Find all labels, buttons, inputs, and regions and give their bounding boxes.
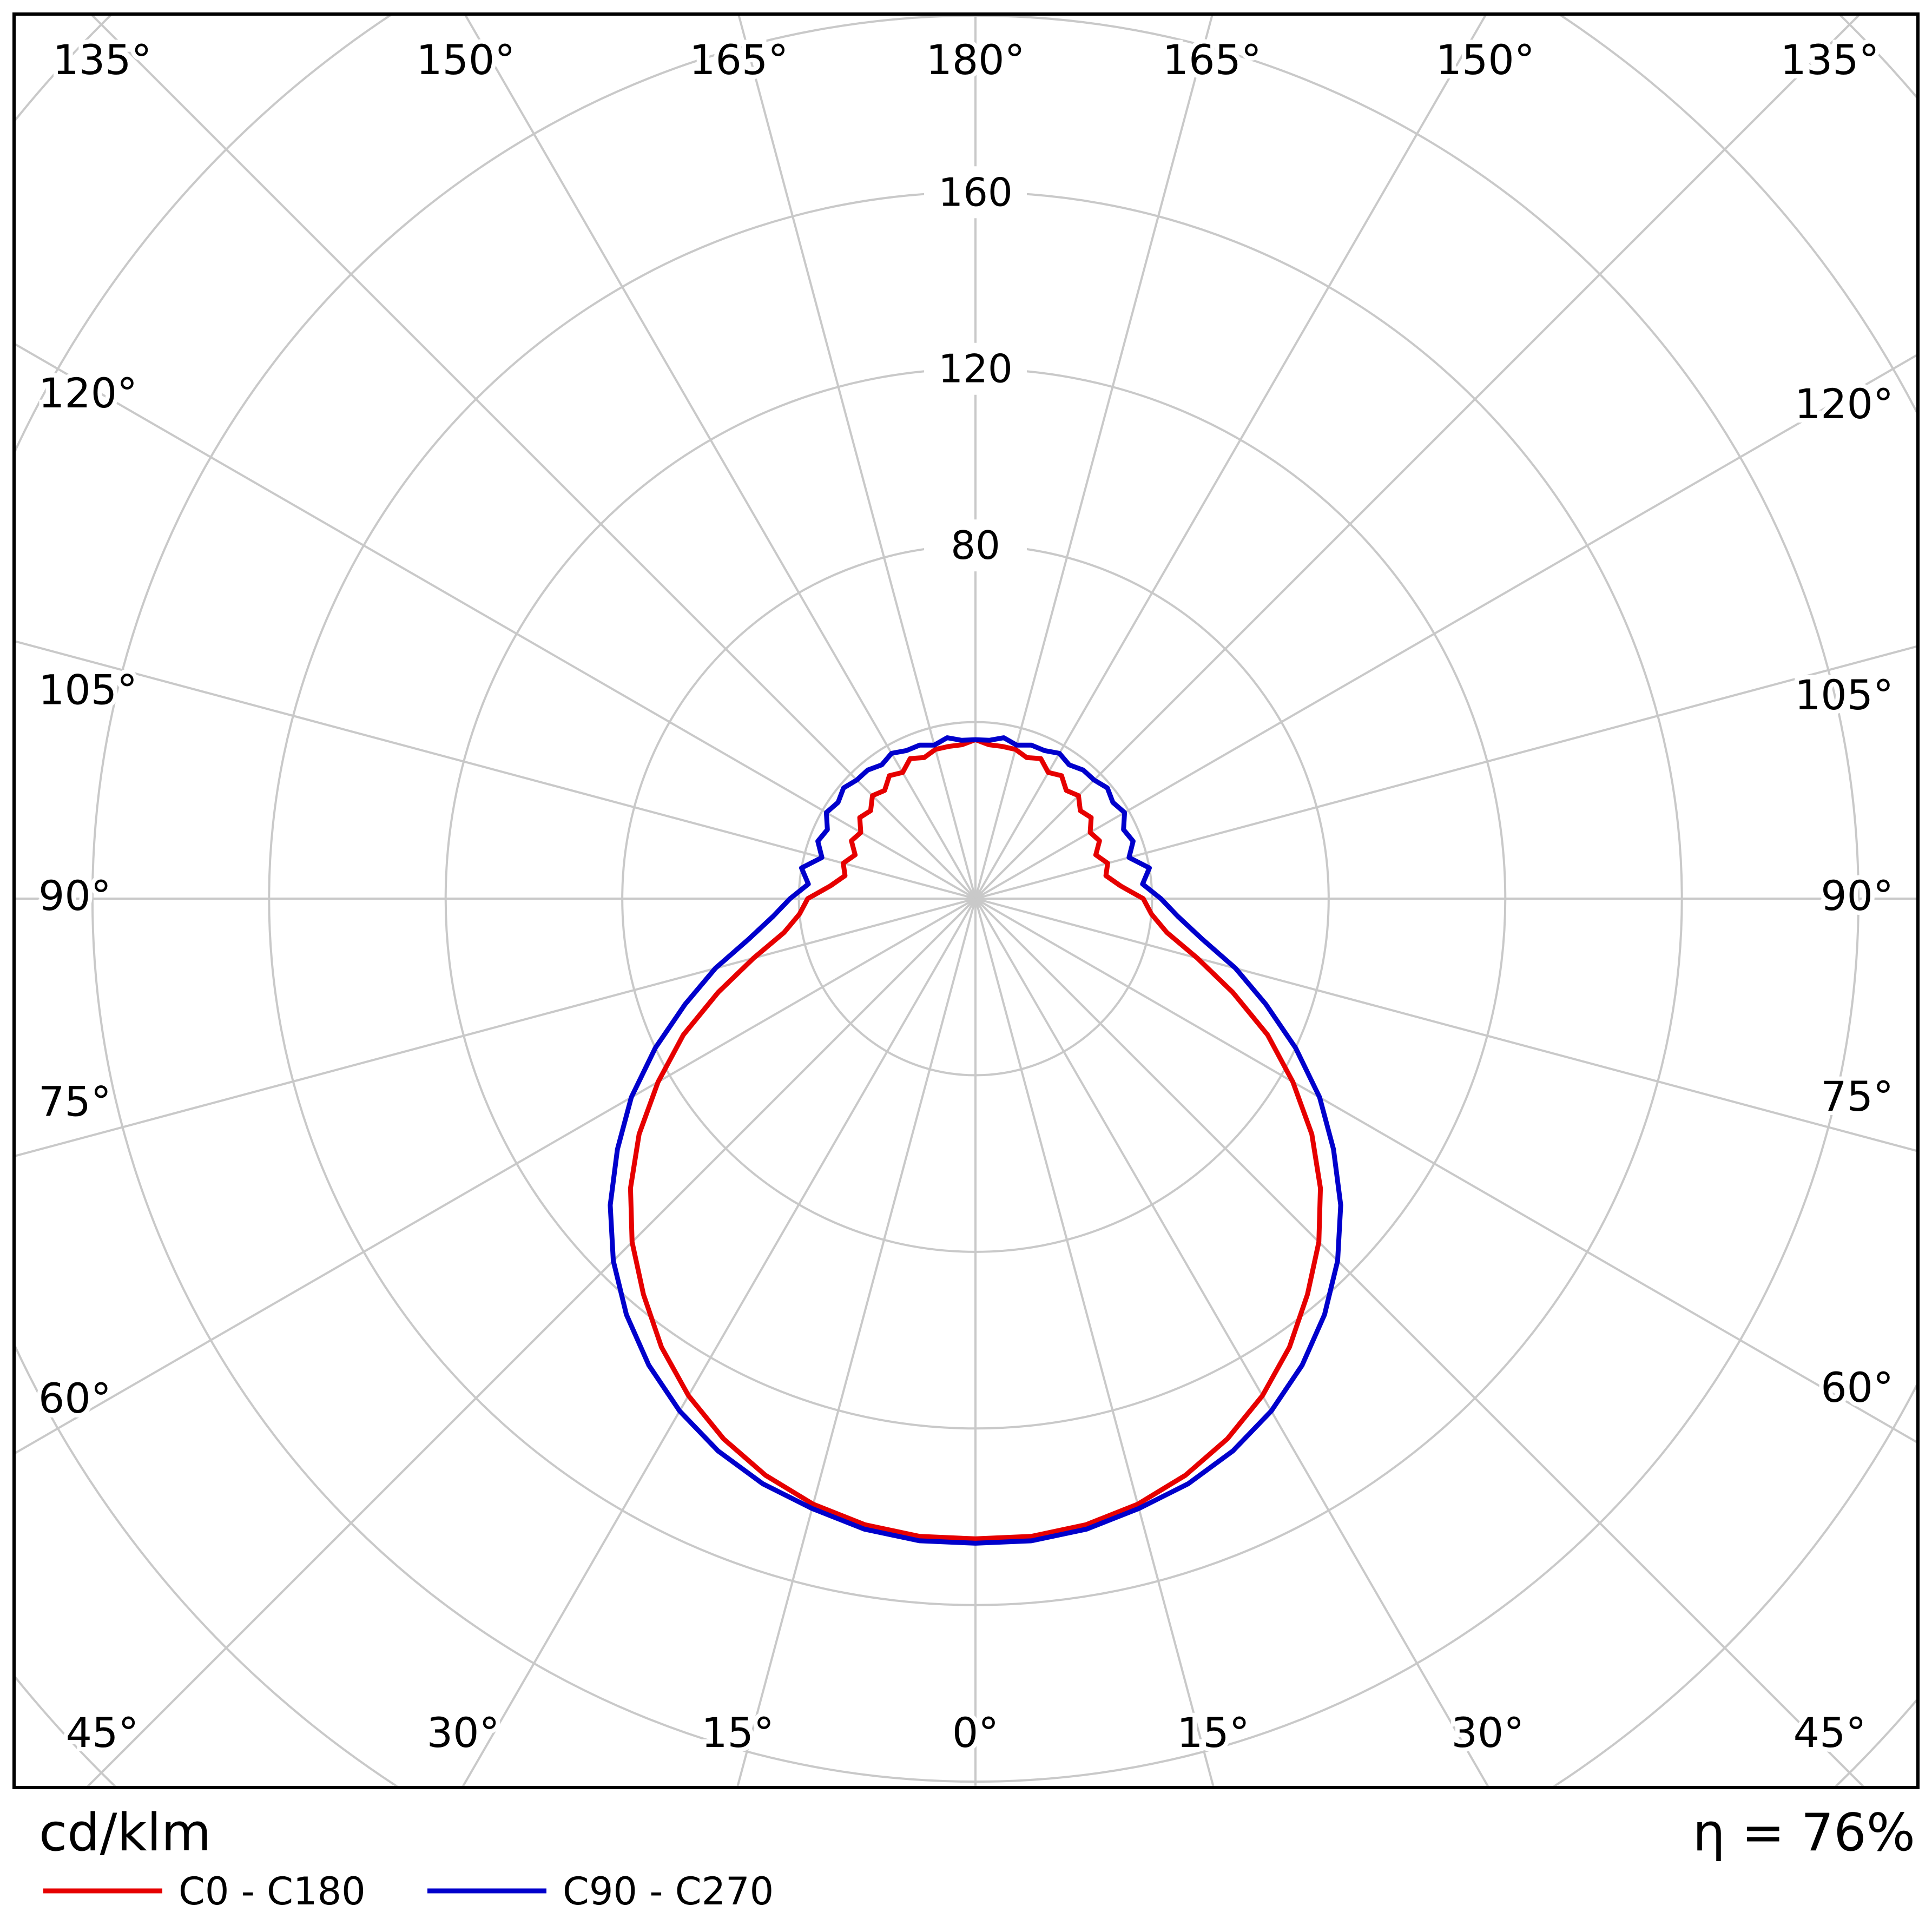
angle-label: 45° bbox=[1793, 1709, 1867, 1757]
efficiency-label: η = 76% bbox=[1693, 1803, 1915, 1863]
grid-spoke bbox=[974, 16, 1487, 899]
ring-tick-labels: 80 120 160 bbox=[924, 166, 1027, 572]
angle-label: 0° bbox=[952, 1709, 999, 1757]
grid-spoke bbox=[974, 16, 1214, 899]
plot-frame bbox=[12, 12, 1920, 1789]
grid-spoke bbox=[461, 898, 977, 1786]
angle-label: 15° bbox=[701, 1709, 774, 1757]
angle-label: 75° bbox=[1821, 1072, 1894, 1120]
angle-label: 90° bbox=[1821, 872, 1894, 920]
grid-spoke bbox=[974, 898, 1489, 1786]
angle-label: 90° bbox=[38, 872, 111, 920]
angle-label: 120° bbox=[38, 369, 137, 417]
grid-spoke bbox=[16, 898, 976, 1157]
ring-tick-label: 160 bbox=[938, 169, 1012, 215]
ring-tick-bg bbox=[924, 342, 1027, 395]
angle-label: 120° bbox=[1795, 380, 1894, 428]
grid-spoke bbox=[736, 898, 977, 1786]
angle-label: 105° bbox=[1795, 671, 1894, 719]
angle-label: 105° bbox=[38, 666, 137, 714]
ring-tick-label: 80 bbox=[951, 523, 1000, 568]
angle-label: 150° bbox=[1436, 36, 1535, 84]
curve-c0-c180 bbox=[628, 737, 1323, 1541]
ring-tick-bg bbox=[924, 519, 1027, 572]
angle-label: 60° bbox=[38, 1374, 111, 1422]
grid-spoke bbox=[737, 16, 977, 899]
angle-label: 135° bbox=[1780, 36, 1879, 84]
angle-label: 30° bbox=[1451, 1709, 1524, 1757]
grid-spoke bbox=[974, 898, 1916, 1443]
grid-spoke bbox=[16, 343, 977, 900]
ring-tick-label: 120 bbox=[938, 346, 1012, 392]
grid-spoke bbox=[464, 16, 977, 899]
grid-spoke bbox=[974, 354, 1916, 900]
grid-spoke bbox=[91, 16, 977, 900]
grid-spoke bbox=[974, 898, 1864, 1786]
grid-spoke bbox=[87, 898, 977, 1786]
curve-c90-c270 bbox=[608, 735, 1343, 1546]
angle-label: 60° bbox=[1821, 1363, 1894, 1412]
legend-label-c90: C90 - C270 bbox=[563, 1869, 774, 1914]
ring-tick-bg bbox=[924, 166, 1027, 219]
angle-label: 180° bbox=[926, 36, 1025, 84]
angle-label: 15° bbox=[1177, 1709, 1250, 1757]
legend: C0 - C180 C90 - C270 bbox=[43, 1869, 774, 1914]
angle-label: 30° bbox=[427, 1709, 500, 1757]
angle-label: 165° bbox=[1163, 36, 1262, 84]
angle-label: 45° bbox=[66, 1709, 139, 1757]
angle-label: 165° bbox=[689, 36, 788, 84]
legend-label-c0: C0 - C180 bbox=[179, 1869, 366, 1914]
angle-label: 135° bbox=[52, 36, 151, 84]
unit-label: cd/klm bbox=[39, 1803, 212, 1863]
intensity-curves bbox=[608, 735, 1343, 1546]
grid-spoke bbox=[974, 898, 1215, 1786]
grid-spoke bbox=[975, 645, 1916, 900]
grid-spoke bbox=[16, 640, 976, 900]
grid-spoke bbox=[974, 16, 1860, 900]
angle-labels: 0° 15° 15° 30° 30° 45° 45° 60° 60° 75° 75° 90° 90° 10… bbox=[34, 31, 1898, 1761]
angle-label: 75° bbox=[38, 1077, 111, 1125]
angle-label: 150° bbox=[416, 36, 515, 84]
grid-spoke bbox=[975, 898, 1916, 1152]
grid-spoke bbox=[16, 898, 977, 1454]
